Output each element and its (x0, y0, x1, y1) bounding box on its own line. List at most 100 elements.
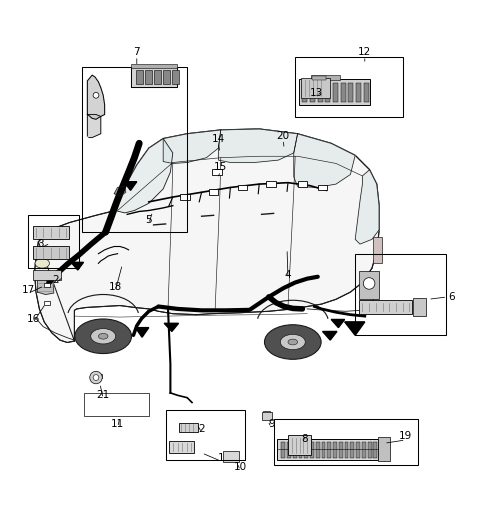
Circle shape (90, 371, 102, 384)
Polygon shape (294, 134, 355, 188)
Ellipse shape (288, 339, 298, 345)
Bar (295, 57, 403, 117)
Bar (302, 83, 307, 102)
Bar (355, 254, 446, 336)
Text: 10: 10 (233, 462, 247, 473)
Ellipse shape (35, 258, 49, 268)
Bar (166, 409, 245, 460)
Text: 4: 4 (285, 270, 291, 280)
Bar (44, 283, 50, 287)
Polygon shape (323, 331, 337, 340)
Text: 18: 18 (108, 282, 122, 292)
Bar (304, 443, 308, 458)
Bar (287, 443, 291, 458)
Bar (301, 78, 330, 98)
Bar (136, 70, 143, 84)
Bar (318, 185, 327, 190)
Bar (223, 451, 239, 462)
Bar (299, 79, 370, 105)
Bar (298, 181, 307, 187)
Bar (299, 443, 302, 458)
Bar (84, 393, 149, 416)
Ellipse shape (98, 333, 108, 339)
Polygon shape (131, 67, 177, 87)
Text: 1: 1 (217, 453, 224, 463)
Bar (316, 443, 320, 458)
Text: 3: 3 (37, 239, 44, 249)
Bar (293, 443, 297, 458)
Bar (281, 443, 285, 458)
Polygon shape (355, 170, 379, 244)
Text: 12: 12 (358, 47, 372, 57)
Polygon shape (71, 262, 84, 270)
Ellipse shape (264, 325, 321, 359)
Polygon shape (124, 181, 137, 190)
Bar (180, 194, 190, 200)
Bar (333, 83, 338, 102)
Text: 2: 2 (198, 424, 205, 434)
Text: 6: 6 (448, 292, 455, 302)
Bar (413, 298, 426, 316)
Ellipse shape (91, 329, 116, 344)
Circle shape (93, 375, 99, 381)
Bar (163, 70, 170, 84)
Text: 5: 5 (145, 215, 152, 225)
Bar (345, 443, 348, 458)
Bar (28, 215, 79, 268)
Bar (238, 185, 247, 190)
Bar (274, 419, 418, 465)
Text: 21: 21 (96, 390, 110, 400)
Text: 9: 9 (268, 419, 275, 429)
Bar (277, 438, 378, 460)
Bar (310, 83, 315, 102)
Bar (362, 443, 366, 458)
Bar (312, 76, 326, 80)
Polygon shape (37, 277, 54, 295)
Bar (262, 412, 272, 420)
Text: 17: 17 (22, 285, 36, 295)
Bar (145, 70, 152, 84)
Bar (33, 226, 69, 239)
Bar (266, 181, 276, 187)
Bar (172, 70, 179, 84)
Bar (364, 83, 369, 102)
Bar (341, 83, 346, 102)
Bar (131, 64, 177, 68)
Text: 16: 16 (27, 313, 40, 324)
Circle shape (93, 93, 99, 98)
Polygon shape (115, 139, 173, 213)
Text: 15: 15 (214, 162, 228, 172)
Bar (356, 83, 361, 102)
Bar (359, 300, 412, 314)
Polygon shape (345, 322, 365, 336)
Bar (33, 246, 69, 260)
Polygon shape (114, 187, 126, 196)
Text: 13: 13 (310, 88, 324, 98)
Bar (154, 70, 161, 84)
Text: 14: 14 (212, 133, 225, 144)
Bar (311, 75, 340, 80)
Bar (327, 443, 331, 458)
Polygon shape (164, 323, 179, 331)
Bar (82, 67, 187, 232)
Bar (169, 441, 194, 453)
Polygon shape (218, 129, 298, 162)
Bar (179, 423, 198, 432)
Bar (359, 270, 379, 299)
Text: 7: 7 (133, 47, 140, 57)
Polygon shape (87, 114, 101, 138)
Bar (373, 443, 377, 458)
Text: 20: 20 (276, 131, 290, 141)
Bar (209, 189, 218, 195)
Bar (339, 443, 343, 458)
Bar (212, 169, 222, 175)
Ellipse shape (280, 334, 305, 349)
Circle shape (363, 278, 375, 289)
Bar (325, 83, 330, 102)
Bar (378, 437, 390, 461)
Bar (318, 83, 323, 102)
Bar (288, 435, 311, 455)
Bar (322, 443, 325, 458)
Text: 11: 11 (111, 419, 124, 429)
Polygon shape (135, 328, 149, 337)
